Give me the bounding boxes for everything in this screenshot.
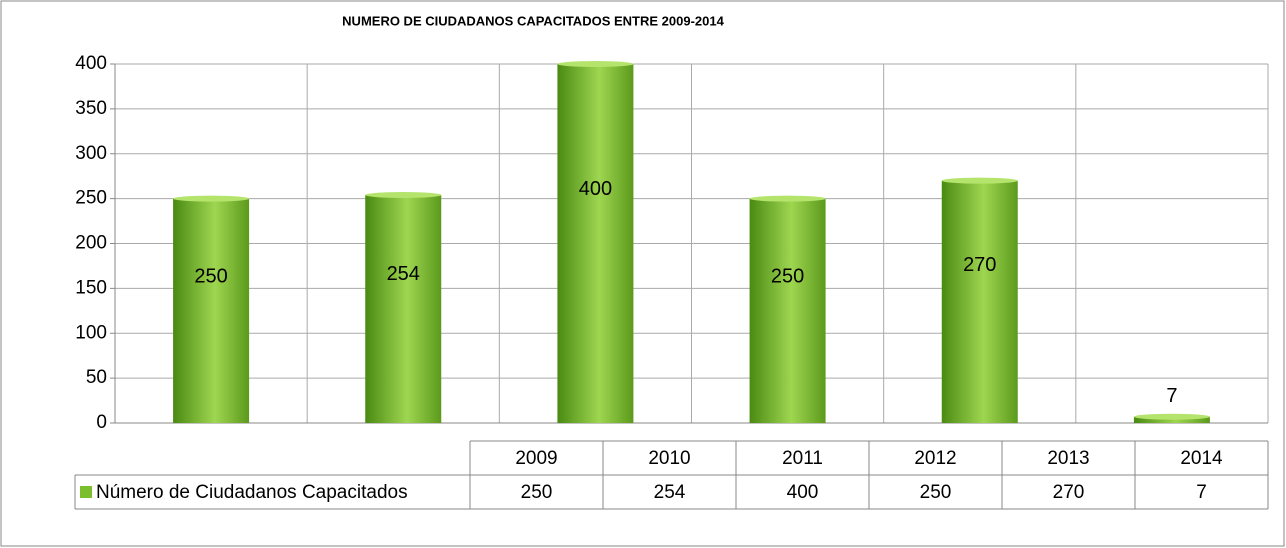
bar	[749, 198, 826, 423]
bar	[173, 198, 250, 423]
y-tick-label: 400	[75, 53, 107, 74]
bar-top	[365, 192, 442, 199]
bar	[1133, 416, 1210, 423]
bar-top	[173, 195, 250, 202]
y-tick-label: 300	[75, 143, 107, 164]
data-label: 254	[387, 263, 420, 285]
y-tick-label: 250	[75, 188, 107, 209]
table-value: 250	[521, 482, 553, 503]
data-label: 270	[963, 254, 996, 276]
data-label: 250	[194, 265, 227, 287]
table-category: 2012	[914, 448, 956, 469]
y-tick-label: 50	[86, 367, 107, 388]
table-category: 2009	[515, 448, 557, 469]
data-label: 400	[579, 178, 612, 200]
bar-top	[1133, 413, 1210, 420]
data-label: 250	[771, 265, 804, 287]
legend-swatch	[80, 486, 92, 498]
table-category: 2014	[1180, 448, 1223, 469]
table-value: 270	[1053, 482, 1085, 503]
y-tick-label: 200	[75, 233, 107, 254]
bar-top	[941, 177, 1018, 184]
data-label: 7	[1166, 385, 1177, 407]
bar-top	[749, 195, 826, 202]
chart-title: NUMERO DE CIUDADANOS CAPACITADOS ENTRE 2…	[342, 13, 724, 28]
table-category: 2010	[648, 448, 690, 469]
table-category: 2013	[1047, 448, 1089, 469]
table-value: 400	[787, 482, 819, 503]
bar-top	[557, 61, 634, 67]
y-tick-label: 100	[75, 322, 107, 343]
table-category: 2011	[782, 448, 823, 469]
table-value: 7	[1196, 482, 1207, 503]
table-value: 250	[920, 482, 952, 503]
legend-label: Número de Ciudadanos Capacitados	[96, 482, 408, 503]
bar	[941, 180, 1018, 423]
bar	[365, 195, 442, 423]
y-tick-label: 350	[75, 98, 107, 119]
bar	[557, 64, 634, 423]
y-tick-label: 150	[75, 277, 107, 298]
table-value: 254	[654, 482, 686, 503]
y-tick-label: 0	[96, 412, 107, 433]
